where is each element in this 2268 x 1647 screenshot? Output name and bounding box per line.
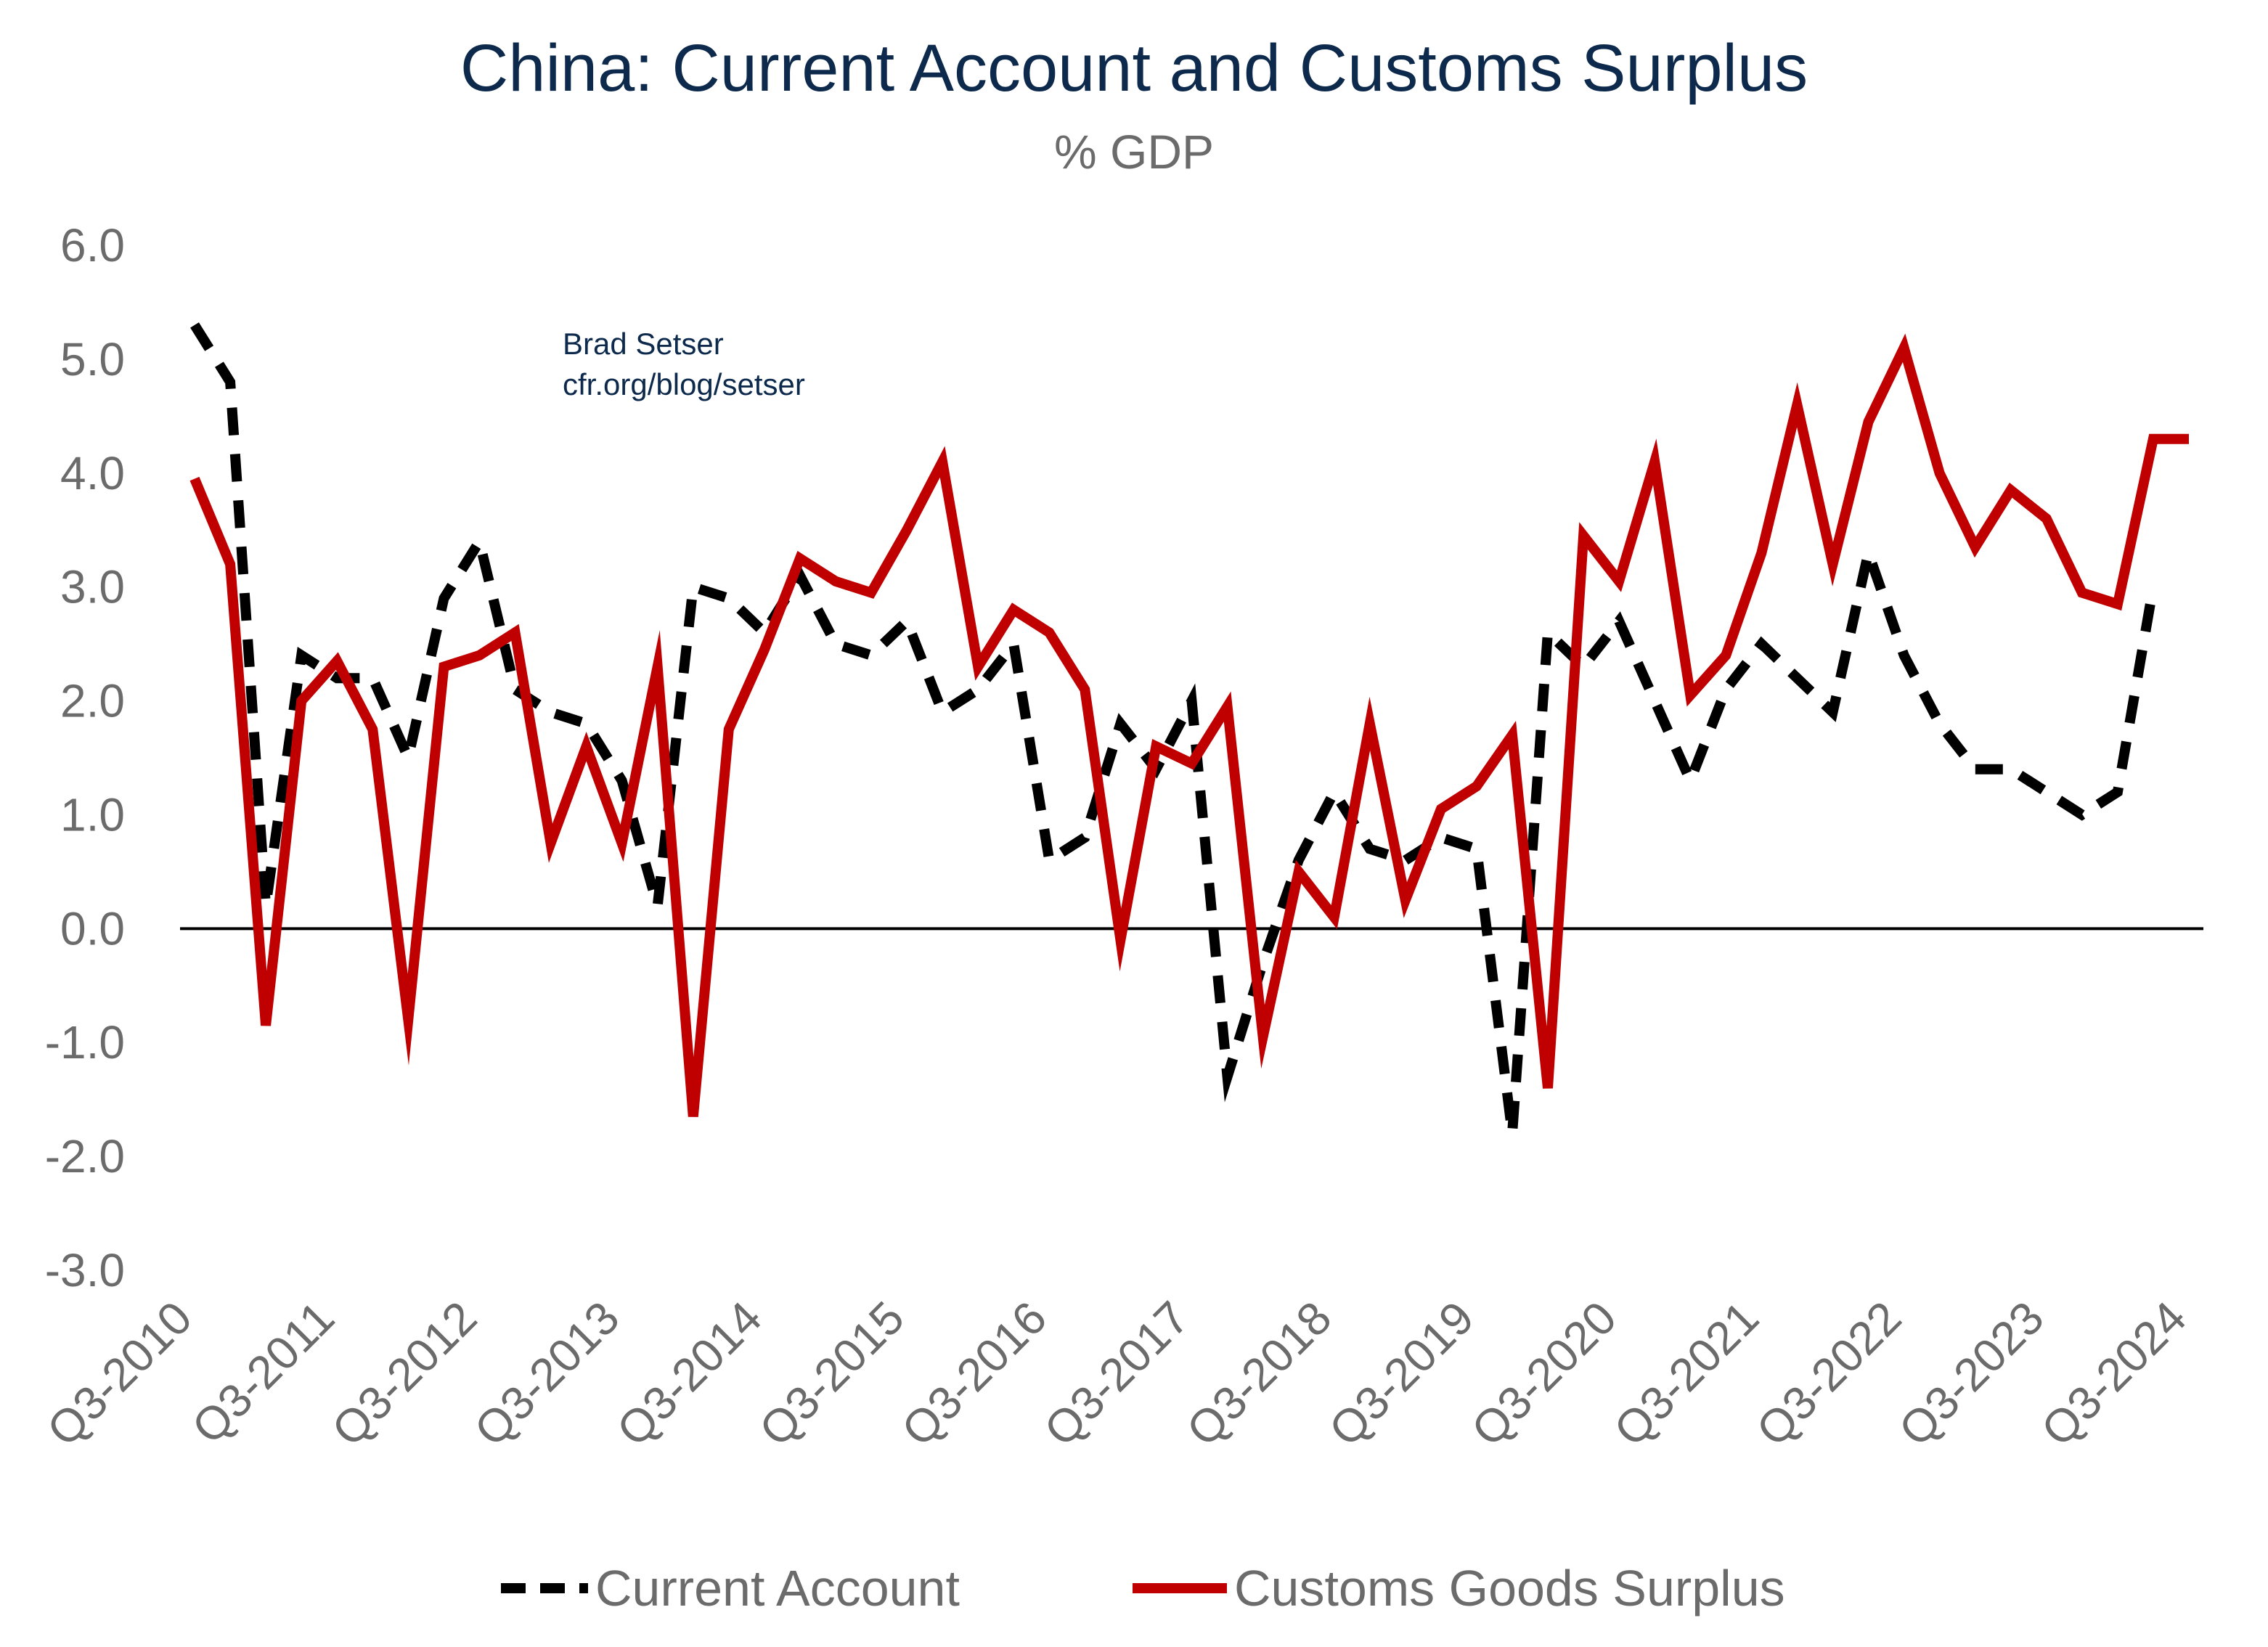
chart-subtitle: % GDP	[1054, 125, 1214, 179]
y-tick-label: 4.0	[60, 447, 125, 499]
annotation-url: cfr.org/blog/setser	[563, 367, 805, 401]
y-tick-label: 1.0	[60, 788, 125, 841]
y-tick-label: 5.0	[60, 333, 125, 385]
y-tick-label: 2.0	[60, 675, 125, 727]
y-tick-label: -3.0	[45, 1244, 125, 1296]
y-axis: 6.0 5.0 4.0 3.0 2.0 1.0 0.0 -1.0 -2.0 -3.0	[45, 219, 125, 1296]
y-tick-label: 0.0	[60, 902, 125, 955]
y-tick-label: -1.0	[45, 1016, 125, 1068]
chart-title: China: Current Account and Customs Surpl…	[460, 31, 1808, 105]
y-tick-label: -2.0	[45, 1130, 125, 1182]
series-layer	[189, 322, 2189, 1135]
legend: Current Account Customs Goods Surplus	[501, 1560, 1785, 1617]
legend-label-customs-goods-surplus: Customs Goods Surplus	[1234, 1560, 1785, 1617]
legend-label-current-account: Current Account	[595, 1560, 960, 1617]
y-tick-label: 6.0	[60, 219, 125, 271]
y-tick-label: 3.0	[60, 561, 125, 613]
annotation-author: Brad Setser	[563, 327, 724, 361]
series-line-customs-goods-surplus	[189, 333, 2189, 1117]
